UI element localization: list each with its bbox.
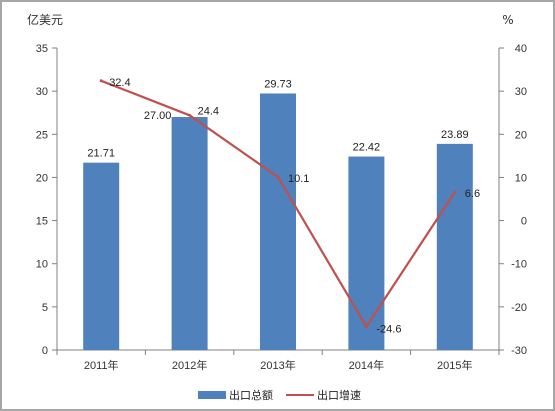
bar xyxy=(436,143,473,350)
line-value-label: 6.6 xyxy=(465,188,480,200)
x-tick-label: 2013年 xyxy=(260,358,295,372)
right-tick-label: 20 xyxy=(515,129,527,141)
right-tick-label: 0 xyxy=(521,216,527,228)
line-point xyxy=(188,113,192,117)
bar-value-label: 29.73 xyxy=(264,78,292,90)
line-value-label: 24.4 xyxy=(198,105,219,117)
bar xyxy=(348,156,385,350)
right-tick-label: -30 xyxy=(511,345,527,357)
left-tick-label: 20 xyxy=(36,172,48,184)
axes: 0 5 10 15 20 25 30 35 -30 -20 -10 0 10 20 30 40 2011年 201… xyxy=(36,43,527,372)
legend-bar-swatch xyxy=(198,391,226,399)
left-tick-label: 30 xyxy=(36,86,48,98)
x-tick-label: 2012年 xyxy=(172,358,207,372)
left-tick-label: 25 xyxy=(36,129,48,141)
bar-value-label: 21.71 xyxy=(87,148,115,160)
right-tick-label: -20 xyxy=(511,302,527,314)
data-labels: 21.71 27.00 29.73 22.42 23.89 32.4 24.4 10.1 -24… xyxy=(87,77,480,336)
line-point xyxy=(99,79,103,83)
legend: 出口总额 出口增速 xyxy=(198,388,361,402)
line-point xyxy=(364,325,368,329)
bar-value-label: 27.00 xyxy=(144,110,172,122)
left-tick-label: 5 xyxy=(42,302,48,314)
bar-series xyxy=(83,93,473,351)
line-value-label: 32.4 xyxy=(109,77,130,89)
left-tick-label: 0 xyxy=(42,345,48,357)
bar-value-label: 23.89 xyxy=(441,129,469,141)
line-value-label: -24.6 xyxy=(376,324,401,336)
right-axis-unit: % xyxy=(502,13,513,27)
legend-line-label: 出口增速 xyxy=(317,388,361,402)
line-point xyxy=(276,175,280,179)
x-tick-label: 2011年 xyxy=(84,358,119,372)
line-point xyxy=(453,190,457,194)
left-tick-label: 15 xyxy=(36,216,48,228)
bar xyxy=(171,117,208,351)
x-tick-label: 2015年 xyxy=(437,358,472,372)
bar-value-label: 22.42 xyxy=(353,142,381,154)
x-tick-label: 2014年 xyxy=(349,358,384,372)
bar xyxy=(260,93,296,351)
right-tick-label: 10 xyxy=(515,172,527,184)
right-tick-label: 30 xyxy=(515,86,527,98)
left-tick-label: 10 xyxy=(36,259,48,271)
right-tick-label: 40 xyxy=(515,43,527,55)
legend-bar-label: 出口总额 xyxy=(229,388,273,402)
left-tick-label: 35 xyxy=(36,43,48,55)
bar xyxy=(83,162,120,350)
line-series xyxy=(99,79,457,329)
line-value-label: 10.1 xyxy=(288,173,309,185)
left-axis-unit: 亿美元 xyxy=(27,12,63,27)
right-tick-label: -10 xyxy=(511,259,527,271)
